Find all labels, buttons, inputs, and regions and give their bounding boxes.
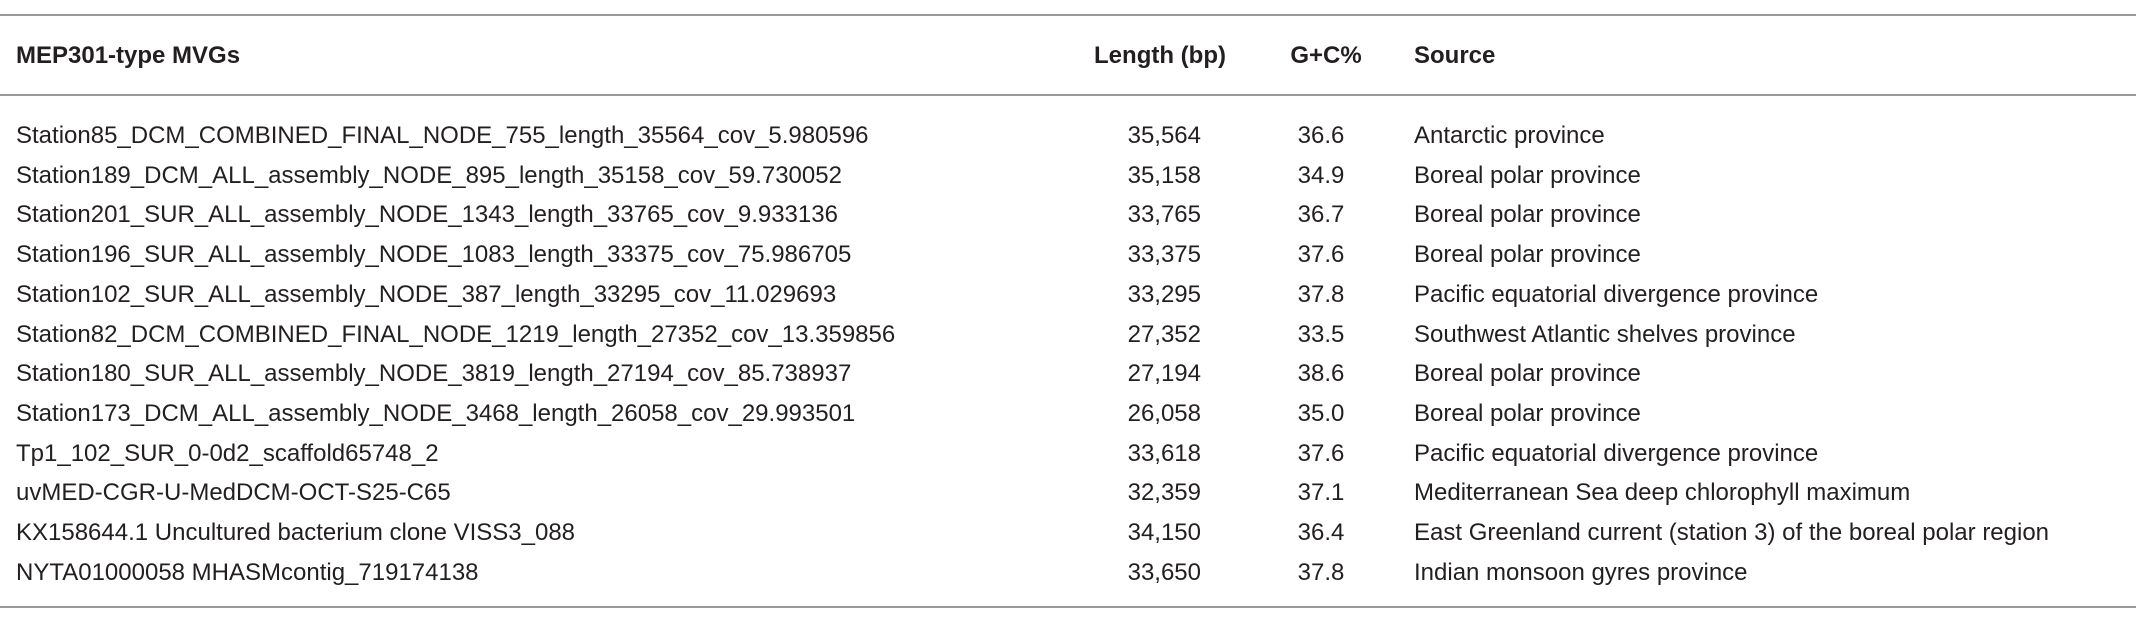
table-cell: Station189_DCM_ALL_assembly_NODE_895_len… <box>16 161 842 189</box>
table-cell: 26,058 <box>1127 399 1201 427</box>
table-cell: Antarctic province <box>1414 122 1605 149</box>
table-cell: 38.6 <box>1297 360 1345 388</box>
table-cell: Station180_SUR_ALL_assembly_NODE_3819_le… <box>16 360 852 388</box>
table-cell: 33.5 <box>1297 320 1345 348</box>
top-rule <box>0 14 2136 16</box>
table-cell: 37.8 <box>1297 558 1345 586</box>
header-cell: Source <box>1414 42 1496 69</box>
table-cell: Boreal polar province <box>1414 241 1641 269</box>
table-cell: Station82_DCM_COMBINED_FINAL_NODE_1219_l… <box>16 320 896 348</box>
table-cell: KX158644.1 Uncultured bacterium clone VI… <box>16 519 576 546</box>
table-cell: 37.8 <box>1297 280 1345 308</box>
table-cell: 27,352 <box>1127 320 1201 348</box>
table-cell: Pacific equatorial divergence province <box>1414 280 1819 308</box>
table-cell: Southwest Atlantic shelves province <box>1414 320 1796 348</box>
table-cell: 33,765 <box>1127 201 1201 229</box>
table-cell: 36.7 <box>1297 201 1345 229</box>
table-cell: Station102_SUR_ALL_assembly_NODE_387_len… <box>16 280 837 308</box>
table-cell: NYTA01000058 MHASMcontig_719174138 <box>16 558 479 586</box>
table-cell: 37.6 <box>1297 439 1345 467</box>
table-cell: 37.1 <box>1297 479 1345 507</box>
table-cell: Station196_SUR_ALL_assembly_NODE_1083_le… <box>16 241 852 269</box>
table-cell: 33,375 <box>1127 241 1201 269</box>
table-cell: Boreal polar province <box>1414 399 1641 427</box>
table-cell: 35,564 <box>1127 122 1201 149</box>
table-cell: 32,359 <box>1127 479 1201 507</box>
table-cell: 34.9 <box>1297 161 1345 189</box>
table-cell: Indian monsoon gyres province <box>1414 558 1748 586</box>
header-cell: G+C% <box>1290 42 1362 69</box>
bottom-rule <box>0 606 2136 608</box>
table-cell: 35,158 <box>1127 161 1201 189</box>
table-cell: 33,295 <box>1127 280 1201 308</box>
table-cell: 33,618 <box>1127 439 1201 467</box>
table-cell: 34,150 <box>1127 519 1201 546</box>
table-cell: Boreal polar province <box>1414 161 1641 189</box>
table-cell: Mediterranean Sea deep chlorophyll maxim… <box>1414 479 1911 507</box>
header-rule <box>0 94 2136 96</box>
table-cell: Station201_SUR_ALL_assembly_NODE_1343_le… <box>16 201 838 229</box>
table-cell: Station173_DCM_ALL_assembly_NODE_3468_le… <box>16 399 856 427</box>
table-cell: Boreal polar province <box>1414 201 1641 229</box>
table-cell: Station85_DCM_COMBINED_FINAL_NODE_755_le… <box>16 122 869 149</box>
table-cell: uvMED-CGR-U-MedDCM-OCT-S25-C65 <box>16 479 451 507</box>
header-cell: Length (bp) <box>1094 42 1226 69</box>
table-cell: 36.4 <box>1297 519 1345 546</box>
table-cell: 27,194 <box>1127 360 1201 388</box>
table-cell: 33,650 <box>1127 558 1201 586</box>
table-cell: 35.0 <box>1297 399 1345 427</box>
header-cell: MEP301-type MVGs <box>16 42 241 69</box>
table-cell: Tp1_102_SUR_0-0d2_scaffold65748_2 <box>16 439 439 467</box>
table-cell: East Greenland current (station 3) of th… <box>1414 519 2050 546</box>
table-cell: 36.6 <box>1297 122 1345 149</box>
table-cell: Pacific equatorial divergence province <box>1414 439 1819 467</box>
table-cell: Boreal polar province <box>1414 360 1641 388</box>
table-cell: 37.6 <box>1297 241 1345 269</box>
